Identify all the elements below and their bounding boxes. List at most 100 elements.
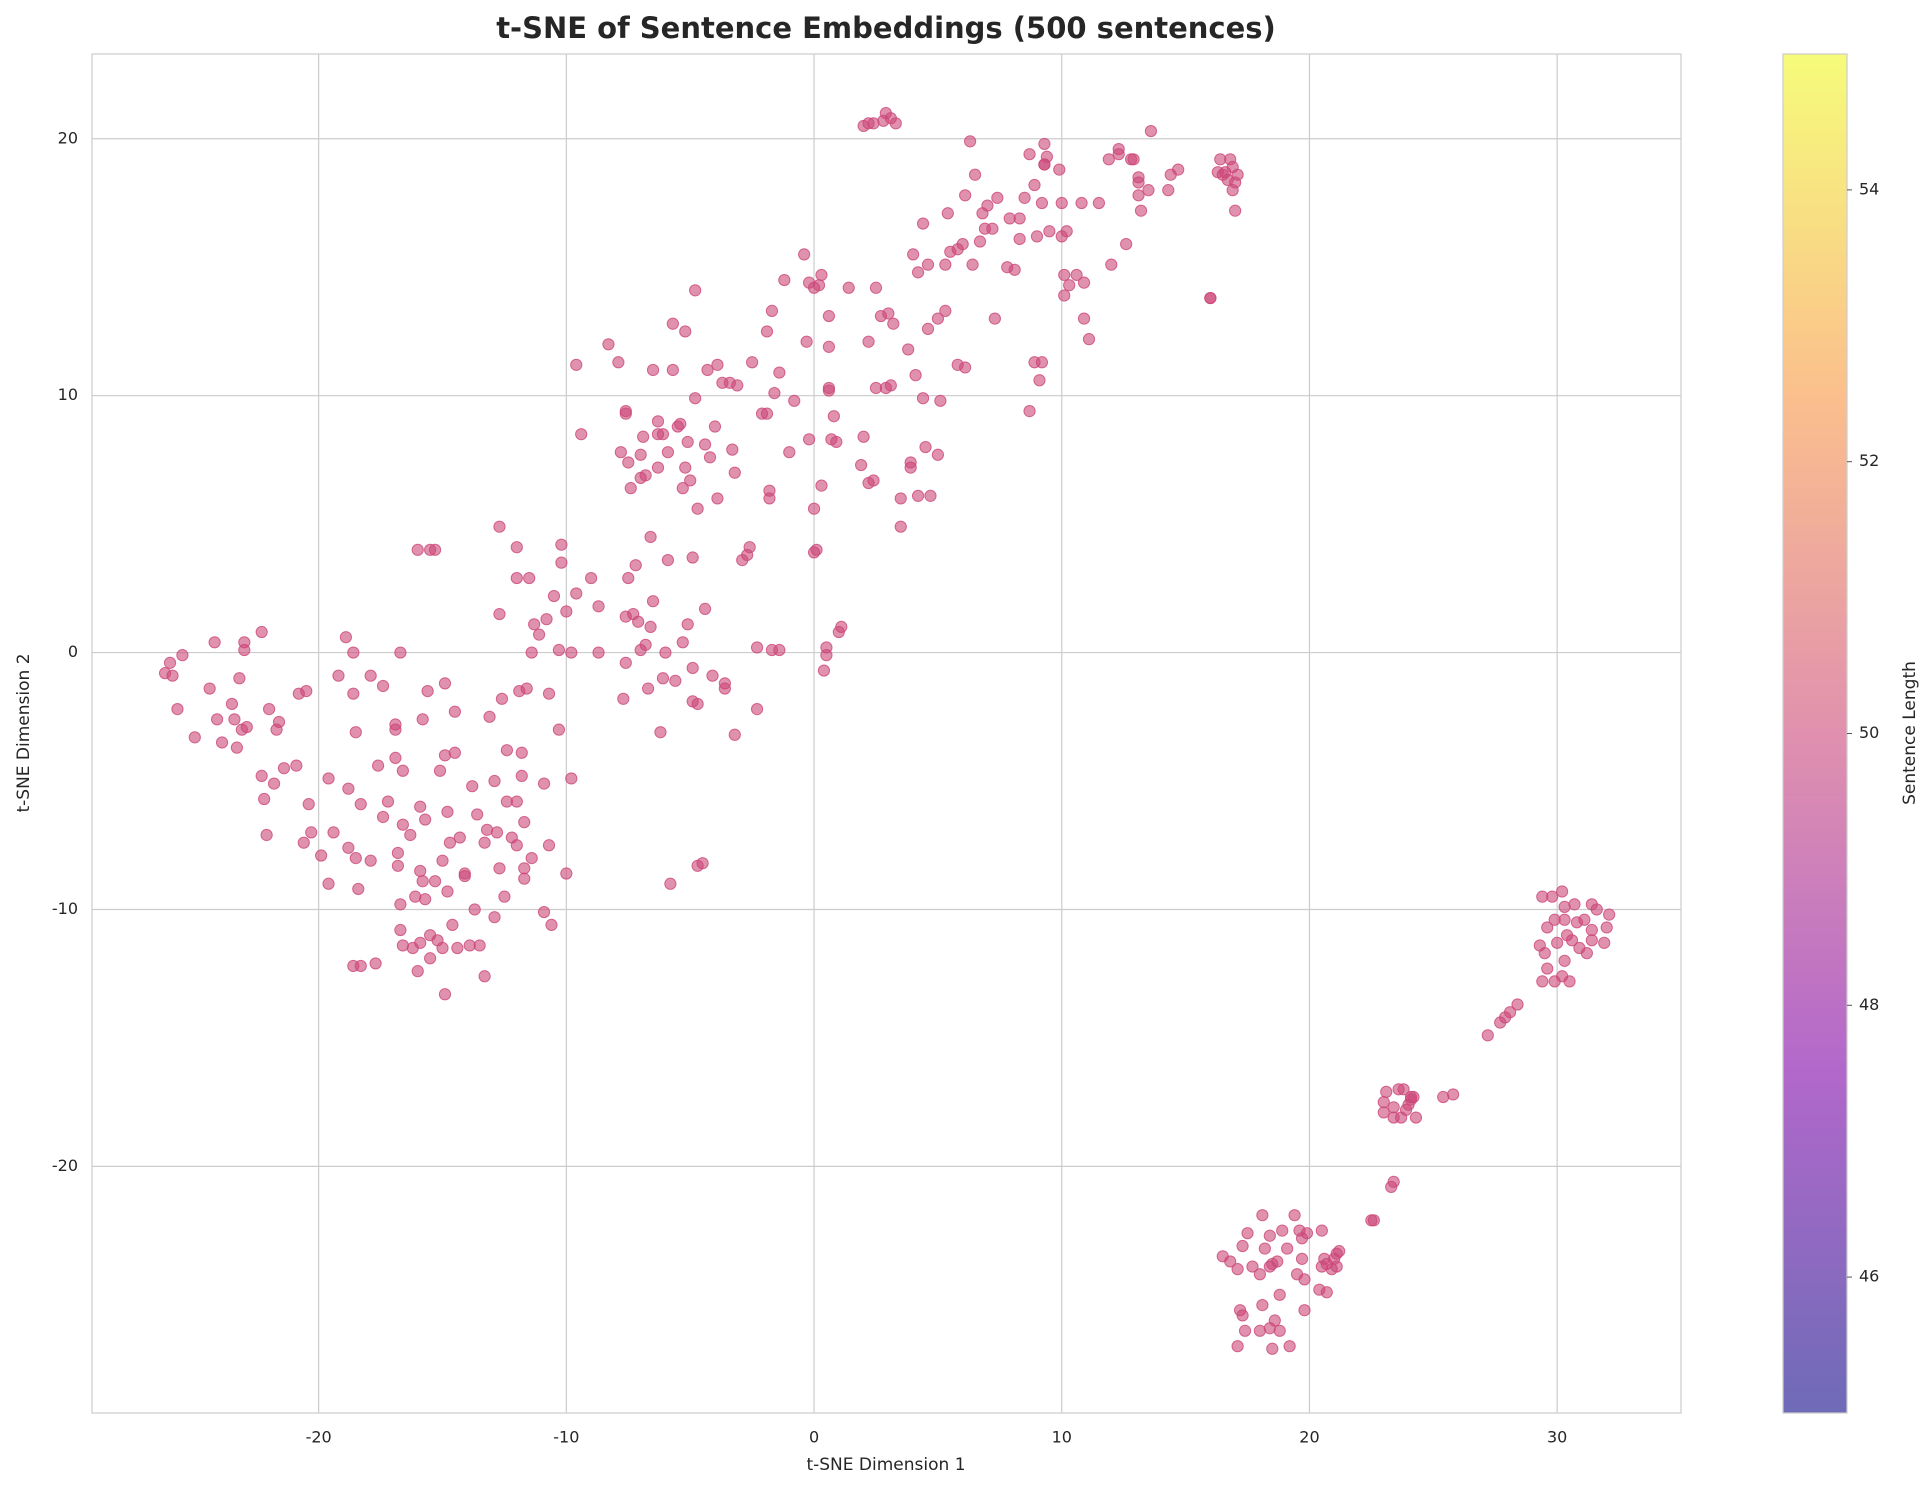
point xyxy=(651,461,665,474)
point xyxy=(322,772,335,785)
point xyxy=(760,325,774,338)
point xyxy=(862,335,875,348)
point xyxy=(666,317,679,330)
point xyxy=(438,677,452,690)
point xyxy=(394,646,407,659)
point xyxy=(641,682,655,695)
point xyxy=(674,417,687,431)
point xyxy=(1224,1255,1237,1268)
point xyxy=(822,309,836,323)
point xyxy=(404,828,417,842)
point xyxy=(228,713,241,726)
point xyxy=(1142,184,1155,197)
point xyxy=(203,682,216,695)
point xyxy=(622,456,635,469)
point xyxy=(394,923,407,937)
point xyxy=(1070,268,1083,282)
point xyxy=(525,851,538,865)
point xyxy=(416,713,429,726)
point xyxy=(857,430,870,443)
point xyxy=(1082,333,1096,346)
point xyxy=(1263,1229,1276,1242)
point xyxy=(518,816,531,829)
point xyxy=(1144,124,1158,138)
point xyxy=(644,530,657,544)
point xyxy=(634,448,647,461)
point xyxy=(342,782,355,795)
point xyxy=(176,649,189,662)
point xyxy=(1023,404,1036,418)
point xyxy=(1253,1324,1267,1337)
point xyxy=(1367,1214,1380,1227)
point xyxy=(1018,191,1031,204)
point xyxy=(656,428,670,441)
point xyxy=(493,862,506,875)
point xyxy=(458,867,471,880)
point xyxy=(493,607,506,621)
point xyxy=(746,356,759,369)
point xyxy=(931,312,944,325)
point xyxy=(1077,276,1091,289)
point xyxy=(731,379,744,392)
point xyxy=(867,117,880,130)
point xyxy=(1231,1263,1244,1276)
point xyxy=(659,646,672,659)
point xyxy=(1053,163,1066,176)
point xyxy=(1481,1029,1494,1042)
point xyxy=(208,636,221,649)
point xyxy=(750,641,764,654)
point xyxy=(305,826,318,839)
point xyxy=(822,340,836,353)
point xyxy=(822,381,836,395)
point xyxy=(959,189,972,202)
point xyxy=(639,638,652,651)
point xyxy=(827,410,840,423)
chart-title: t-SNE of Sentence Embeddings (500 senten… xyxy=(496,11,1276,45)
point xyxy=(676,636,689,649)
colorbar-label: Sentence Length xyxy=(1900,661,1920,805)
point xyxy=(686,551,699,564)
point xyxy=(448,705,461,718)
point xyxy=(1271,1255,1284,1268)
point xyxy=(1127,153,1140,166)
point xyxy=(260,828,273,842)
point xyxy=(644,620,657,633)
point xyxy=(676,482,689,495)
point xyxy=(812,279,826,292)
point xyxy=(354,798,367,811)
point xyxy=(416,875,429,888)
point xyxy=(981,199,994,212)
point xyxy=(887,317,900,330)
point xyxy=(411,543,424,556)
point xyxy=(679,461,692,474)
point xyxy=(750,702,764,716)
point xyxy=(421,685,434,698)
point xyxy=(1558,900,1571,914)
point xyxy=(1038,137,1051,151)
y-tick-label: 20 xyxy=(58,128,78,147)
point xyxy=(612,356,625,369)
point xyxy=(1055,196,1068,210)
colorbar-tick-label: 46 xyxy=(1859,1267,1879,1286)
point xyxy=(230,741,244,754)
point xyxy=(1320,1286,1333,1299)
point xyxy=(973,235,987,248)
point xyxy=(815,268,828,282)
point xyxy=(532,628,546,641)
point xyxy=(342,841,355,854)
point xyxy=(869,281,883,294)
point xyxy=(1603,908,1616,921)
point xyxy=(743,541,756,554)
point xyxy=(867,474,880,487)
point xyxy=(1035,196,1049,210)
point xyxy=(225,697,239,711)
point xyxy=(661,446,675,459)
x-tick-label: 20 xyxy=(1299,1428,1319,1447)
point xyxy=(1541,921,1554,934)
point xyxy=(802,433,816,446)
point xyxy=(1551,936,1564,949)
point xyxy=(302,798,315,811)
point xyxy=(842,281,855,294)
point xyxy=(1546,890,1559,903)
point xyxy=(1266,1342,1279,1355)
